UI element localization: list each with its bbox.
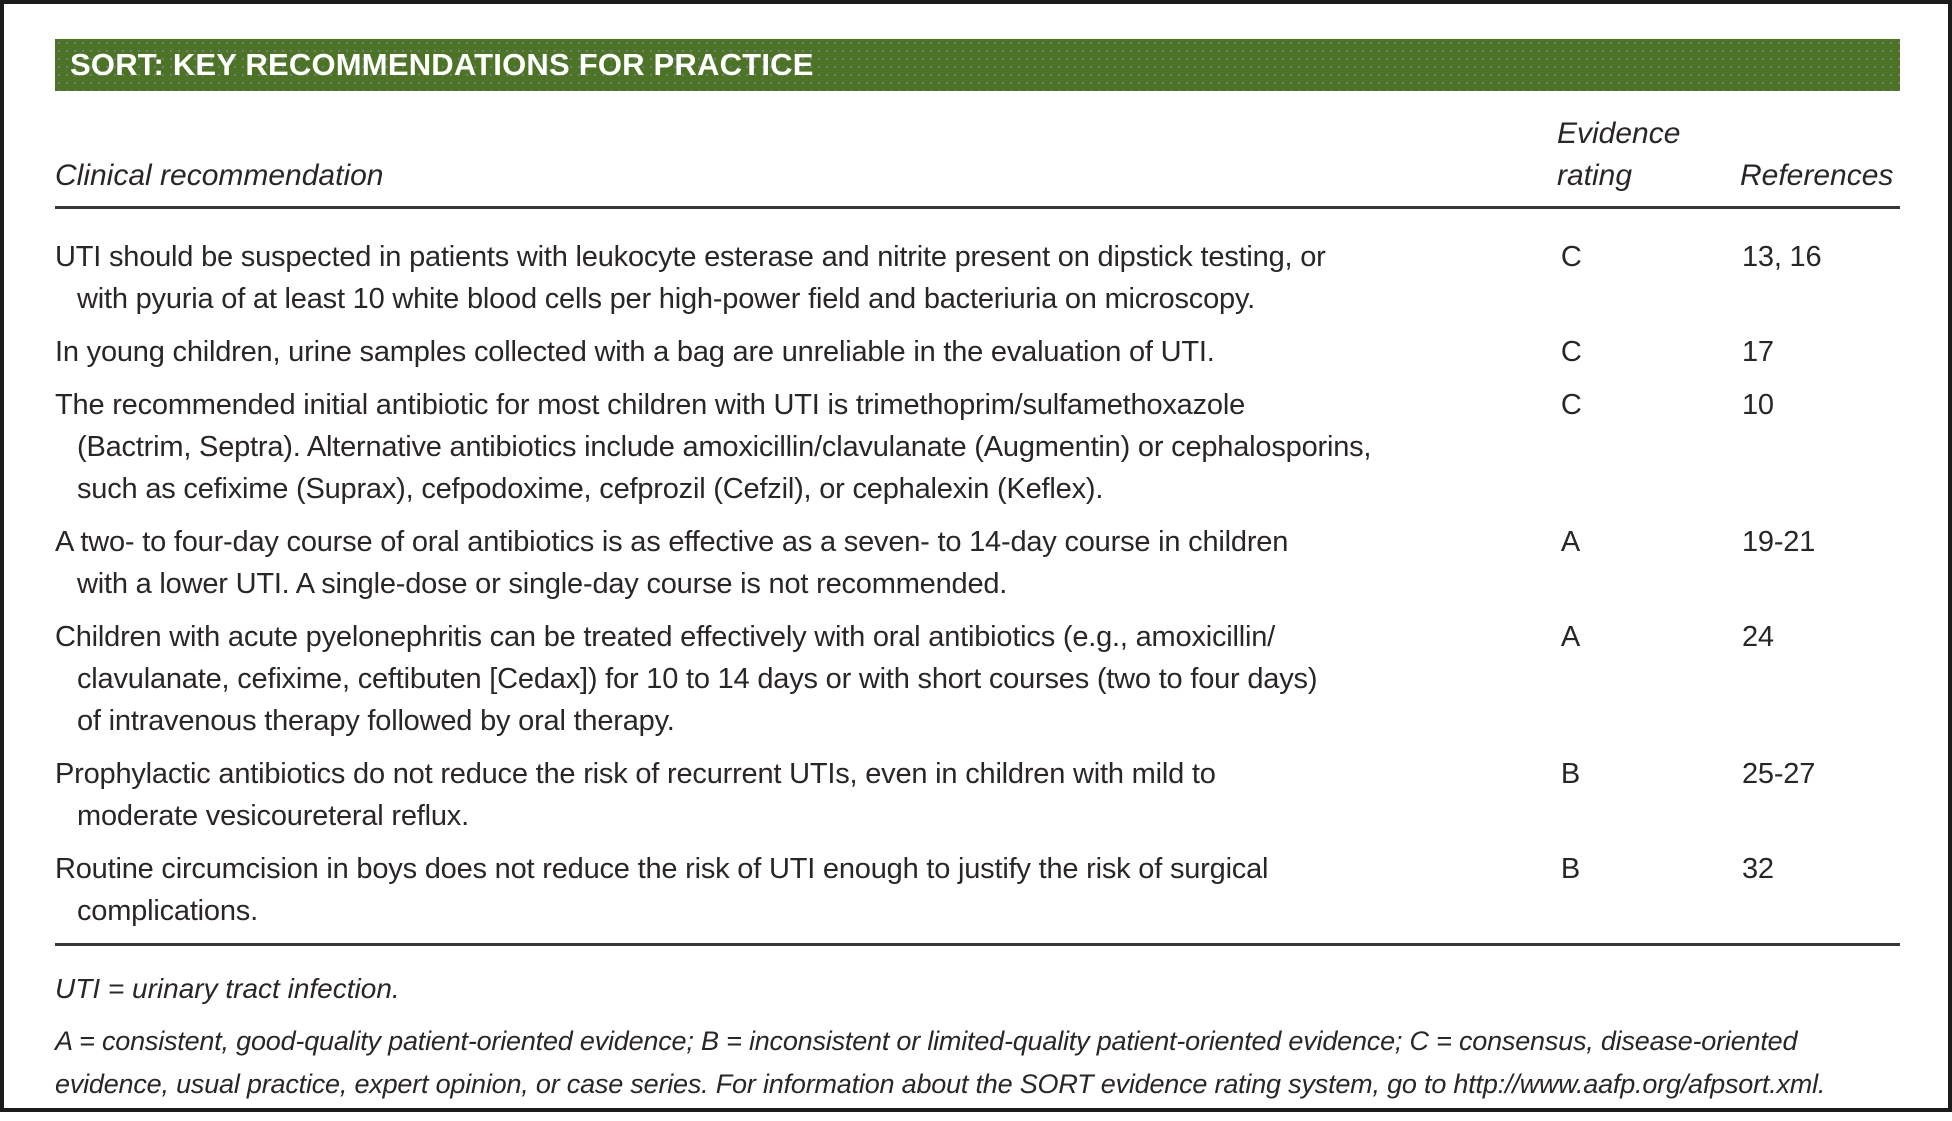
recommendation-text: A two- to four-day course of oral antibi…	[55, 526, 1289, 600]
footer-rule	[55, 943, 1900, 946]
table-row: Routine circumcision in boys does not re…	[55, 848, 1900, 932]
column-header-evidence-rating: Evidence rating	[1557, 117, 1681, 192]
evidence-rating-value: B	[1560, 758, 1580, 790]
column-header-clinical-recommendation: Clinical recommendation	[55, 159, 384, 192]
evidence-rating-value: B	[1560, 853, 1580, 885]
table-row: Prophylactic antibiotics do not reduce t…	[55, 753, 1900, 837]
abbreviation-note: UTI = urinary tract infection.	[55, 973, 400, 1004]
recommendation-text: Children with acute pyelonephritis can b…	[55, 621, 1318, 737]
recommendation-text: Prophylactic antibiotics do not reduce t…	[55, 758, 1216, 832]
evidence-rating-value: A	[1560, 621, 1580, 653]
recommendation-text: In young children, urine samples collect…	[55, 336, 1215, 368]
sort-rating-key-note: A = consistent, good-quality patient-ori…	[55, 1026, 1826, 1099]
references-value: 32	[1741, 853, 1774, 885]
references-value: 19-21	[1741, 526, 1816, 558]
table-header-row: Clinical recommendation Evidence rating …	[55, 113, 1900, 209]
sort-title-bar: SORT: KEY RECOMMENDATIONS FOR PRACTICE	[55, 39, 1900, 91]
table-row: UTI should be suspected in patients with…	[55, 236, 1900, 320]
references-value: 25-27	[1741, 758, 1816, 790]
table-row: The recommended initial antibiotic for m…	[55, 384, 1900, 510]
recommendation-text: Routine circumcision in boys does not re…	[55, 853, 1269, 927]
evidence-rating-value: C	[1560, 241, 1582, 273]
evidence-rating-value: C	[1560, 389, 1582, 421]
recommendation-text: UTI should be suspected in patients with…	[55, 241, 1326, 315]
column-header-references: References	[1740, 159, 1894, 192]
recommendation-text: The recommended initial antibiotic for m…	[55, 389, 1372, 505]
recommendations-table: UTI should be suspected in patients with…	[55, 236, 1900, 932]
sort-title: SORT: KEY RECOMMENDATIONS FOR PRACTICE	[70, 47, 814, 82]
references-value: 24	[1741, 621, 1774, 653]
references-value: 13, 16	[1741, 241, 1822, 273]
references-value: 17	[1741, 336, 1774, 368]
table-row: In young children, urine samples collect…	[55, 331, 1900, 373]
page-content: SORT: KEY RECOMMENDATIONS FOR PRACTICE C…	[55, 39, 1900, 1106]
table-row: Children with acute pyelonephritis can b…	[55, 616, 1900, 742]
evidence-rating-value: C	[1560, 336, 1582, 368]
table-row: A two- to four-day course of oral antibi…	[55, 521, 1900, 605]
references-value: 10	[1741, 389, 1774, 421]
evidence-rating-value: A	[1560, 526, 1580, 558]
